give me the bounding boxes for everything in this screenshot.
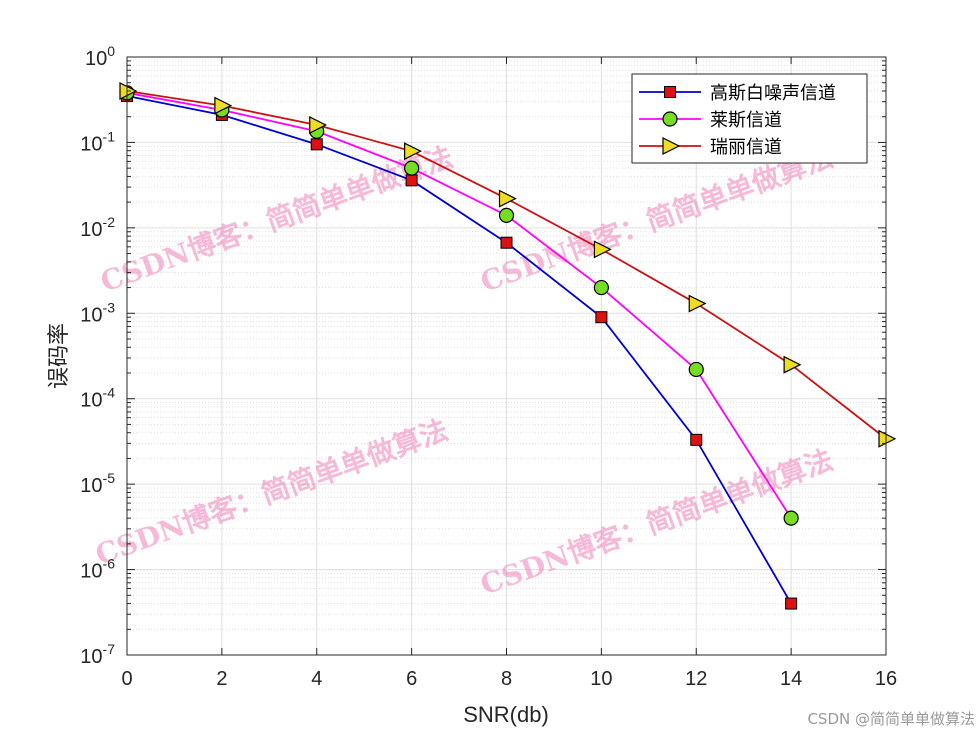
- series-layer: [119, 82, 897, 610]
- x-tick-label: 16: [875, 668, 897, 690]
- legend-entry: 高斯白噪声信道: [639, 83, 836, 104]
- x-tick-label: 8: [501, 668, 512, 690]
- y-tick-label: 10-5: [80, 470, 115, 497]
- series-line: [126, 95, 792, 605]
- data-point: [214, 96, 233, 115]
- x-tick-label: 12: [685, 668, 707, 690]
- tick-labels: 0 2 4 6 8 10 12 14 16 100 10-1 10-2 10-3 10-4 10-5 10-6…: [80, 43, 897, 690]
- data-point: [783, 510, 799, 526]
- y-tick-label: 10-1: [80, 128, 115, 155]
- y-tick-label: 10-2: [80, 214, 115, 241]
- x-tick-label: 2: [216, 668, 227, 690]
- data-point: [878, 429, 897, 448]
- data-point: [309, 116, 328, 134]
- data-point: [593, 279, 609, 296]
- ticks: [126, 56, 887, 656]
- data-point: [785, 597, 798, 610]
- data-point: [405, 174, 418, 187]
- legend-entry: 莱斯信道: [639, 110, 782, 131]
- x-tick-label: 6: [406, 668, 417, 690]
- data-point: [593, 240, 612, 259]
- data-point: [688, 294, 707, 313]
- x-tick-label: 14: [780, 668, 802, 690]
- data-point: [310, 138, 323, 151]
- legend-label: 高斯白噪声信道: [710, 83, 836, 104]
- legend-marker: [662, 137, 681, 155]
- x-tick-label: 4: [311, 668, 322, 690]
- data-point: [688, 361, 704, 378]
- data-point: [595, 311, 608, 324]
- legend-label: 莱斯信道: [710, 110, 782, 131]
- series-2: [119, 82, 897, 448]
- x-tick-label: 0: [121, 668, 132, 690]
- data-point: [690, 433, 703, 446]
- data-point: [404, 160, 420, 176]
- y-tick-label: 10-7: [80, 641, 115, 668]
- source-note: CSDN @简简单单做算法: [807, 710, 975, 728]
- y-axis-label: 误码率: [47, 323, 72, 389]
- data-point: [783, 355, 802, 374]
- legend-marker: [664, 86, 676, 98]
- y-tick-label: 10-3: [80, 299, 115, 326]
- x-tick-label: 10: [590, 668, 612, 690]
- legend-label: 瑞丽信道: [710, 137, 782, 158]
- data-point: [498, 189, 517, 208]
- data-point: [500, 236, 513, 249]
- y-tick-label: 10-4: [80, 385, 115, 412]
- data-point: [498, 207, 515, 223]
- x-axis-label: SNR(db): [463, 702, 549, 727]
- data-point: [404, 142, 422, 161]
- y-tick-label: 100: [85, 43, 115, 70]
- legend-entry: 瑞丽信道: [639, 137, 782, 158]
- legend-marker: [662, 111, 678, 127]
- y-tick-label: 10-6: [80, 556, 115, 583]
- series-line: [126, 92, 792, 519]
